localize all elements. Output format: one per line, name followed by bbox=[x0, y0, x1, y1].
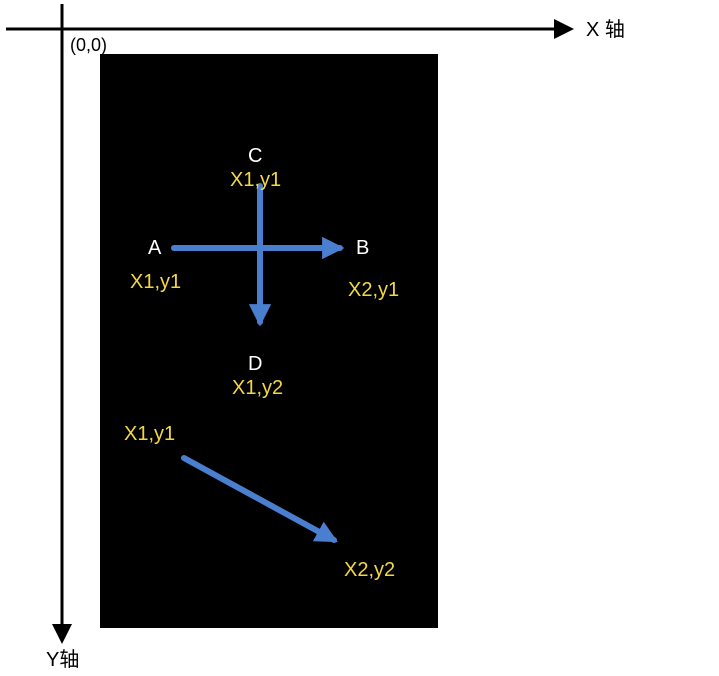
label-b: B bbox=[356, 238, 369, 258]
y-axis-label: Y轴 bbox=[46, 650, 79, 670]
label-c: C bbox=[248, 146, 262, 166]
label-d: D bbox=[248, 354, 262, 374]
coord-b: X2,y1 bbox=[348, 280, 399, 300]
label-a: A bbox=[148, 238, 161, 258]
x-axis-label: X 轴 bbox=[586, 20, 625, 40]
coord-diag-to: X2,y2 bbox=[344, 560, 395, 580]
coord-d: X1,y2 bbox=[232, 378, 283, 398]
origin-label: (0,0) bbox=[70, 36, 107, 54]
panel bbox=[100, 54, 438, 628]
coord-diag-from: X1,y1 bbox=[124, 424, 175, 444]
coord-a: X1,y1 bbox=[130, 272, 181, 292]
coord-c: X1,y1 bbox=[230, 170, 281, 190]
diagram-root: X 轴 Y轴 (0,0) A B C D X1,y1 X2,y1 X1,y1 X1,y2 X1,y1 X… bbox=[0, 0, 719, 676]
